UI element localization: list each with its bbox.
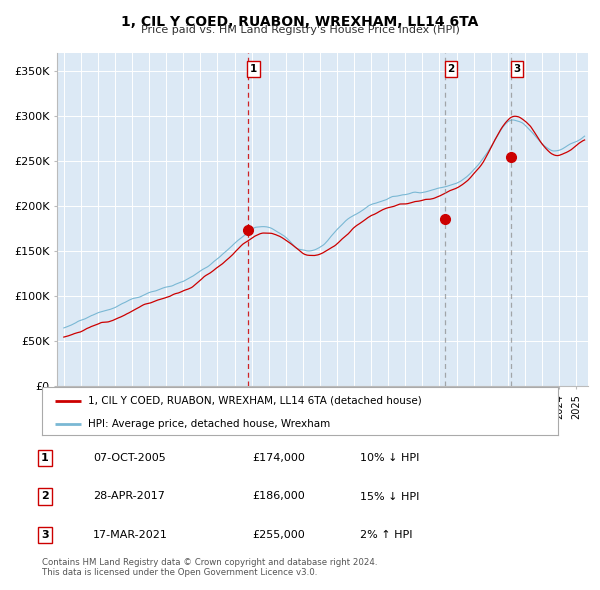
Text: 2: 2 xyxy=(447,64,454,74)
Text: £255,000: £255,000 xyxy=(252,530,305,540)
Text: £174,000: £174,000 xyxy=(252,453,305,463)
Text: 1, CIL Y COED, RUABON, WREXHAM, LL14 6TA: 1, CIL Y COED, RUABON, WREXHAM, LL14 6TA xyxy=(121,15,479,30)
Text: 2% ↑ HPI: 2% ↑ HPI xyxy=(360,530,413,540)
Text: 2: 2 xyxy=(41,491,49,502)
Text: Contains HM Land Registry data © Crown copyright and database right 2024.
This d: Contains HM Land Registry data © Crown c… xyxy=(42,558,377,577)
Text: 1: 1 xyxy=(250,64,257,74)
Text: 07-OCT-2005: 07-OCT-2005 xyxy=(93,453,166,463)
Text: £186,000: £186,000 xyxy=(252,491,305,502)
Text: 17-MAR-2021: 17-MAR-2021 xyxy=(93,530,168,540)
Text: 1, CIL Y COED, RUABON, WREXHAM, LL14 6TA (detached house): 1, CIL Y COED, RUABON, WREXHAM, LL14 6TA… xyxy=(88,395,422,405)
Text: 15% ↓ HPI: 15% ↓ HPI xyxy=(360,491,419,502)
Text: 3: 3 xyxy=(41,530,49,540)
Text: 28-APR-2017: 28-APR-2017 xyxy=(93,491,165,502)
Text: 1: 1 xyxy=(41,453,49,463)
Text: 3: 3 xyxy=(514,64,521,74)
Text: HPI: Average price, detached house, Wrexham: HPI: Average price, detached house, Wrex… xyxy=(88,419,331,429)
Text: 10% ↓ HPI: 10% ↓ HPI xyxy=(360,453,419,463)
Text: Price paid vs. HM Land Registry's House Price Index (HPI): Price paid vs. HM Land Registry's House … xyxy=(140,25,460,35)
